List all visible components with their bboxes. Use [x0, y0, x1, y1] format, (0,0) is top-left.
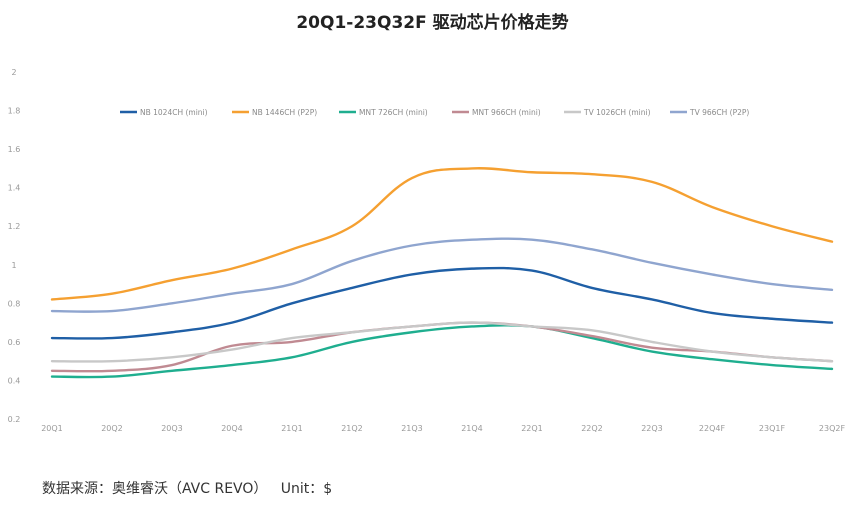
x-tick-label: 23Q2F [819, 424, 846, 433]
x-tick-label: 22Q1 [521, 424, 543, 433]
legend-label: TV 966CH (P2P) [689, 108, 749, 117]
series-line [50, 321, 834, 363]
legend-item: MNT 966CH (mini) [452, 108, 541, 117]
legend-item: NB 1024CH (mini) [120, 108, 208, 117]
y-tick-label: 2 [11, 68, 16, 77]
x-tick-label: 20Q4 [221, 424, 243, 433]
x-tick-label: 20Q1 [41, 424, 63, 433]
series-line [50, 167, 834, 301]
legend-label: NB 1446CH (P2P) [252, 108, 317, 117]
x-tick-label: 21Q3 [401, 424, 423, 433]
x-tick-label: 21Q2 [341, 424, 363, 433]
source-note: 数据来源：奥维睿沃（AVC REVO） Unit：$ [42, 481, 333, 497]
x-tick-label: 22Q4F [699, 424, 726, 433]
x-tick-label: 20Q3 [161, 424, 183, 433]
x-tick-label: 21Q4 [461, 424, 483, 433]
series-lines [50, 167, 834, 379]
line-chart: 0.20.40.60.811.21.41.61.82 20Q1 20Q2 20Q3 2… [8, 68, 846, 433]
x-tick-label: 21Q1 [281, 424, 303, 433]
y-tick-label: 1.2 [8, 222, 21, 231]
y-tick-label: 1.6 [8, 145, 21, 154]
x-tick-label: 22Q3 [641, 424, 663, 433]
x-tick-label: 20Q2 [101, 424, 123, 433]
legend-label: TV 1026CH (mini) [583, 108, 651, 117]
x-tick-label: 23Q1F [759, 424, 786, 433]
legend-item: TV 966CH (P2P) [670, 108, 749, 117]
y-tick-label: 0.6 [8, 338, 21, 347]
legend-label: MNT 726CH (mini) [359, 108, 428, 117]
x-axis: 20Q1 20Q2 20Q3 20Q4 21Q1 21Q2 21Q3 21Q4 22Q1 22Q2… [41, 424, 845, 433]
legend-label: NB 1024CH (mini) [140, 108, 208, 117]
series-line [50, 324, 834, 379]
legend-item: MNT 726CH (mini) [339, 108, 428, 117]
y-tick-label: 1.4 [8, 184, 21, 193]
y-tick-label: 0.4 [8, 376, 21, 385]
y-tick-label: 1 [11, 261, 16, 270]
series-line [50, 266, 834, 340]
y-tick-label: 0.2 [8, 415, 21, 424]
y-axis: 0.2 0.4 0.6 0.8 1 1.2 1.4 1.6 1.8 2 [8, 68, 21, 424]
series-line [50, 237, 834, 313]
x-tick-label: 22Q2 [581, 424, 603, 433]
y-tick-label: 1.8 [8, 107, 21, 116]
legend-label: MNT 966CH (mini) [472, 108, 541, 117]
legend-item: NB 1446CH (P2P) [232, 108, 317, 117]
legend: NB 1024CH (mini) NB 1446CH (P2P) MNT 726CH… [120, 108, 749, 117]
y-tick-label: 0.8 [8, 299, 21, 308]
legend-item: TV 1026CH (mini) [564, 108, 651, 117]
chart-title: 20Q1-23Q32F 驱动芯片价格走势 [296, 13, 569, 33]
